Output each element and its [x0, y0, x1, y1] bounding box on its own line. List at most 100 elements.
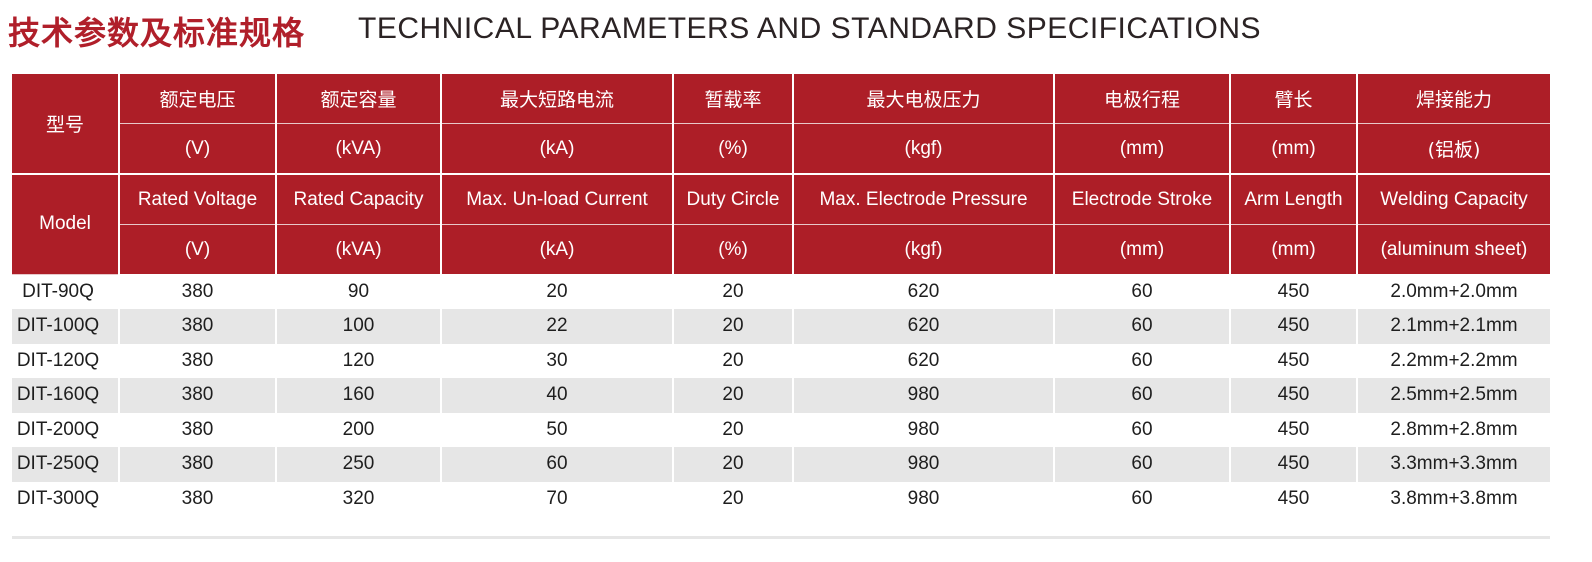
- model-cell: DIT-200Q: [12, 412, 120, 447]
- table-cell: 320: [276, 481, 442, 516]
- header-model-en: Model: [12, 174, 120, 275]
- table-cell: 3.8mm+3.8mm: [1390, 487, 1518, 509]
- header-cell-en: Rated Capacity: [275, 174, 442, 225]
- header-unit-cell: (mm): [1229, 123, 1358, 175]
- table-cell: 20: [673, 343, 794, 378]
- table-cell: 620: [793, 274, 1055, 309]
- table-cell: 2.1mm+2.1mm: [1357, 309, 1550, 344]
- header-cell-cn: 最大短路电流: [440, 74, 674, 124]
- spec-table: 型号 额定电压 额定容量 最大短路电流 暂载率 最大电极压力 电极行程 臂长 焊…: [12, 74, 1550, 516]
- header-cell-en: Welding Capacity: [1356, 174, 1550, 225]
- table-cell: 450: [1230, 378, 1358, 413]
- header-unit-cell: (kA): [440, 123, 674, 175]
- table-cell: 2.8mm+2.8mm: [1390, 418, 1518, 440]
- table-cell: 60: [1054, 481, 1231, 516]
- header-cell-en: Duty Circle: [672, 174, 794, 225]
- table-cell: 60: [1054, 378, 1231, 413]
- table-cell: 60: [1054, 343, 1231, 378]
- table-bottom-rule: [12, 536, 1550, 539]
- header-model-cn: 型号: [12, 74, 120, 175]
- table-cell: 60: [1054, 412, 1231, 447]
- header-unit-cell: (%): [672, 123, 794, 175]
- table-cell: 22: [441, 309, 674, 344]
- header-row-cn-units: (V) (kVA) (kA) (%) (kgf) (mm) (mm) (铝板): [12, 123, 1550, 175]
- model-cell: DIT-120Q: [12, 343, 120, 378]
- table-cell: 980: [793, 481, 1055, 516]
- header-cell-cn: 焊接能力: [1356, 74, 1550, 124]
- header-unit-cell: (铝板): [1356, 123, 1550, 175]
- header-unit-cell: (kgf): [792, 224, 1055, 274]
- table-cell: 380: [119, 412, 277, 447]
- table-row: DIT-200Q 380 200 50 20 980 60 450 2.8mm+…: [12, 412, 1550, 447]
- header-cell-cn: 电极行程: [1053, 74, 1231, 124]
- header-unit-cell: (kVA): [275, 123, 442, 175]
- table-cell: 200: [276, 412, 442, 447]
- table-cell: 100: [276, 309, 442, 344]
- header-unit-cell: (mm): [1229, 224, 1358, 274]
- page-title-en: TECHNICAL PARAMETERS AND STANDARD SPECIF…: [358, 12, 1262, 45]
- page-title-cn: 技术参数及标准规格: [8, 14, 306, 52]
- table-cell: 60: [1054, 447, 1231, 482]
- header-unit-cell: (V): [119, 224, 277, 274]
- table-cell: 20: [673, 378, 794, 413]
- table-cell: 620: [793, 343, 1055, 378]
- table-cell: 380: [119, 274, 277, 309]
- table-cell: 160: [276, 378, 442, 413]
- header-cell-en: Max. Un-load Current: [440, 174, 674, 225]
- table-cell: 20: [673, 481, 794, 516]
- table-cell: 50: [441, 412, 674, 447]
- table-cell: 20: [673, 412, 794, 447]
- table-cell: 2.5mm+2.5mm: [1357, 378, 1550, 413]
- table-cell: 380: [119, 343, 277, 378]
- table-cell: 2.2mm+2.2mm: [1390, 349, 1518, 371]
- table-row: DIT-90Q 380 90 20 20 620 60 450 2.0mm+2.…: [12, 274, 1550, 309]
- header-unit-cell: (mm): [1053, 224, 1231, 274]
- table-cell: 980: [793, 447, 1055, 482]
- header-cell-en: Arm Length: [1229, 174, 1358, 225]
- table-cell: 40: [441, 378, 674, 413]
- header-cell-en: Rated Voltage: [118, 174, 277, 225]
- table-cell: 3.3mm+3.3mm: [1357, 447, 1550, 482]
- header-unit-cell: (kgf): [792, 123, 1055, 175]
- table-cell: 450: [1230, 309, 1358, 344]
- table-cell: 120: [276, 343, 442, 378]
- model-cell: DIT-160Q: [12, 378, 120, 413]
- table-cell: 380: [119, 378, 277, 413]
- header-cell-cn: 臂长: [1229, 74, 1358, 124]
- header-row-cn: 型号 额定电压 额定容量 最大短路电流 暂载率 最大电极压力 电极行程 臂长 焊…: [12, 74, 1550, 175]
- table-cell: 250: [276, 447, 442, 482]
- table-row: DIT-250Q 380 250 60 20 980 60 450 3.3mm+…: [12, 447, 1550, 482]
- header-unit-cell: (V): [119, 123, 277, 175]
- table-cell: 380: [119, 447, 277, 482]
- table-cell: 20: [673, 447, 794, 482]
- table-cell: 620: [793, 309, 1055, 344]
- table-cell: 980: [793, 378, 1055, 413]
- table-row: DIT-120Q 380 120 30 20 620 60 450 2.2mm+…: [12, 343, 1550, 378]
- model-cell: DIT-250Q: [12, 447, 120, 482]
- header-row-en-units: (V) (kVA) (kA) (%) (kgf) (mm) (mm) (alum…: [12, 224, 1550, 274]
- header-row-en: Model Rated Voltage Rated Capacity Max. …: [12, 174, 1550, 275]
- table-row: DIT-160Q 380 160 40 20 980 60 450 2.5mm+…: [12, 378, 1550, 413]
- model-cell: DIT-100Q: [12, 309, 120, 344]
- table-cell: 450: [1230, 481, 1358, 516]
- header-unit-cell: (mm): [1053, 123, 1231, 175]
- table-cell: 60: [1054, 309, 1231, 344]
- header-cell-cn: 额定电压: [118, 74, 277, 124]
- table-cell: 380: [119, 481, 277, 516]
- table-cell: 980: [793, 412, 1055, 447]
- table-row: DIT-300Q 380 320 70 20 980 60 450 3.8mm+…: [12, 481, 1550, 516]
- header-unit-cell: (kVA): [275, 224, 442, 274]
- model-cell: DIT-90Q: [12, 274, 120, 309]
- table-cell: 20: [673, 309, 794, 344]
- table-cell: 90: [276, 274, 442, 309]
- table-cell: 60: [441, 447, 674, 482]
- table-cell: 450: [1230, 447, 1358, 482]
- table-cell: 70: [441, 481, 674, 516]
- header-unit-cell: (aluminum sheet): [1356, 224, 1550, 274]
- header-cell-en: Electrode Stroke: [1053, 174, 1231, 225]
- header-unit-cell: (kA): [440, 224, 674, 274]
- header-unit-cell: (%): [672, 224, 794, 274]
- table-cell: 20: [673, 274, 794, 309]
- table-cell: 60: [1054, 274, 1231, 309]
- table-row: DIT-100Q 380 100 22 20 620 60 450 2.1mm+…: [12, 309, 1550, 344]
